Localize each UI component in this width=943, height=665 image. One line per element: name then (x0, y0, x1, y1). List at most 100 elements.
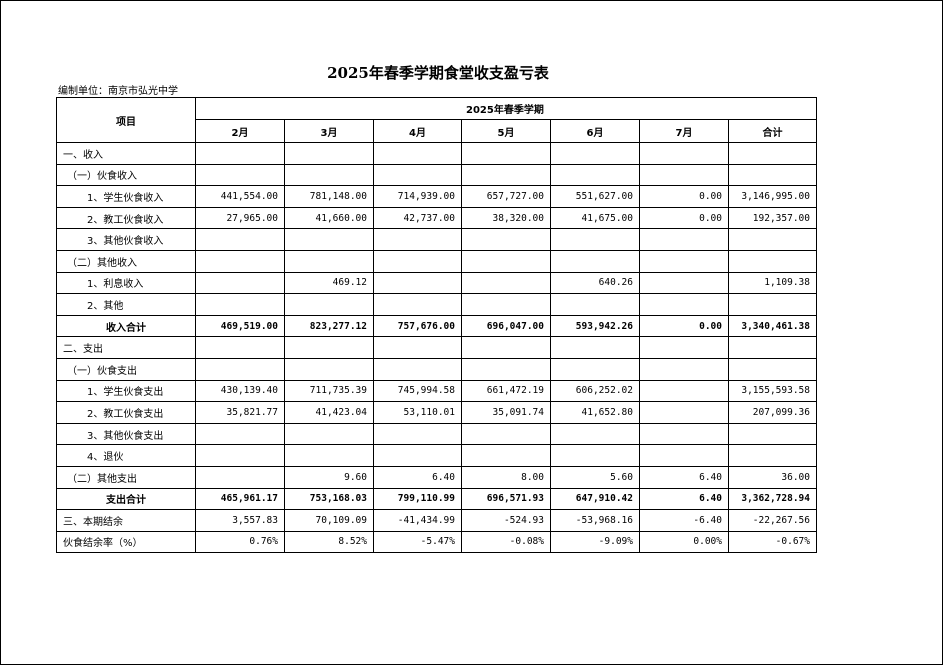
value-cell (284, 228, 374, 251)
value-cell: 9.60 (284, 465, 374, 489)
value-cell (461, 293, 551, 316)
row-label: 收入合计 (56, 314, 196, 338)
value-cell: 8.00 (461, 465, 551, 489)
table-row: （一）伙食支出 (56, 357, 817, 381)
value-cell (550, 142, 640, 165)
value-cell (639, 422, 729, 446)
value-cell: 696,047.00 (461, 314, 551, 338)
value-cell (195, 249, 285, 273)
row-label: 支出合计 (56, 487, 196, 511)
value-cell (373, 357, 462, 381)
value-cell (284, 357, 374, 381)
row-label: 二、支出 (56, 336, 196, 359)
value-cell (728, 293, 817, 316)
value-cell: 1,109.38 (728, 271, 817, 295)
value-cell (284, 336, 374, 359)
table-row: （二）其他收入 (56, 249, 817, 273)
value-cell: 38,320.00 (461, 206, 551, 230)
value-cell: 696,571.93 (461, 487, 551, 511)
value-cell: 745,994.58 (373, 379, 462, 403)
compiling-unit: 编制单位：南京市弘光中学 (58, 86, 178, 97)
value-cell: 0.00 (639, 206, 729, 230)
value-cell: 3,362,728.94 (728, 487, 817, 511)
value-cell (195, 228, 285, 251)
value-cell: -22,267.56 (728, 509, 817, 532)
value-cell (461, 249, 551, 273)
value-cell (195, 163, 285, 187)
row-label: （一）伙食收入 (56, 163, 196, 187)
value-cell (373, 293, 462, 316)
value-cell: 6.40 (373, 465, 462, 489)
row-label: （一）伙食支出 (56, 357, 196, 381)
value-cell (550, 336, 640, 359)
value-cell (284, 163, 374, 187)
value-cell: 606,252.02 (550, 379, 640, 403)
value-cell: 6.40 (639, 465, 729, 489)
row-label: 1、学生伙食收入 (56, 185, 196, 208)
value-cell: -6.40 (639, 509, 729, 532)
value-cell (195, 422, 285, 446)
value-cell (639, 444, 729, 467)
value-cell (373, 163, 462, 187)
value-cell: 3,340,461.38 (728, 314, 817, 338)
value-cell (195, 357, 285, 381)
value-cell: 3,146,995.00 (728, 185, 817, 208)
table-row: （二）其他支出 9.60 6.40 8.00 5.60 6.40 36.00 (56, 465, 817, 489)
value-cell: 469.12 (284, 271, 374, 295)
value-cell: 3,155,593.58 (728, 379, 817, 403)
value-cell: -5.47% (373, 530, 462, 554)
table-row: 1、利息收入 469.12 640.26 1,109.38 (56, 271, 817, 295)
value-cell (461, 163, 551, 187)
table-row: 3、其他伙食收入 (56, 228, 817, 251)
row-label: 4、退伙 (56, 444, 196, 467)
table-row: 1、学生伙食支出 430,139.40 711,735.39 745,994.58 66… (56, 379, 817, 403)
value-cell (728, 357, 817, 381)
value-cell (550, 422, 640, 446)
value-cell (373, 228, 462, 251)
report-title: 2025年春季学期食堂收支盈亏表 (327, 64, 549, 82)
table-row: （一）伙食收入 (56, 163, 817, 187)
row-label: 一、收入 (56, 142, 196, 165)
table-row: 2、教工伙食支出 35,821.77 41,423.04 53,110.01 35,09… (56, 401, 817, 424)
column-header: 6月 (550, 119, 640, 143)
value-cell (639, 163, 729, 187)
value-cell: 6.40 (639, 487, 729, 511)
table-row: 支出合计 465,961.17 753,168.03 799,110.99 696,57… (56, 487, 817, 511)
table-row: 2、其他 (56, 293, 817, 316)
table-row: 收入合计 469,519.00 823,277.12 757,676.00 696,04… (56, 314, 817, 338)
value-cell (728, 249, 817, 273)
value-cell (461, 444, 551, 467)
value-cell (639, 249, 729, 273)
value-cell (639, 271, 729, 295)
value-cell: 465,961.17 (195, 487, 285, 511)
value-cell (728, 142, 817, 165)
row-label: 2、教工伙食收入 (56, 206, 196, 230)
value-cell: 70,109.09 (284, 509, 374, 532)
value-cell: -0.67% (728, 530, 817, 554)
row-label: 2、教工伙食支出 (56, 401, 196, 424)
value-cell: -0.08% (461, 530, 551, 554)
value-cell (195, 271, 285, 295)
column-header: 合计 (728, 119, 817, 143)
value-cell (639, 379, 729, 403)
value-cell (373, 271, 462, 295)
value-cell (195, 293, 285, 316)
value-cell (550, 357, 640, 381)
value-cell: 714,939.00 (373, 185, 462, 208)
row-label: 2、其他 (56, 293, 196, 316)
value-cell (639, 357, 729, 381)
value-cell: 41,660.00 (284, 206, 374, 230)
column-header: 5月 (461, 119, 551, 143)
value-cell (373, 249, 462, 273)
value-cell: 3,557.83 (195, 509, 285, 532)
row-label: 1、学生伙食支出 (56, 379, 196, 403)
value-cell (550, 444, 640, 467)
row-label: 3、其他伙食收入 (56, 228, 196, 251)
value-cell (728, 228, 817, 251)
value-cell: 593,942.26 (550, 314, 640, 338)
value-cell (195, 142, 285, 165)
value-cell (461, 336, 551, 359)
value-cell (550, 163, 640, 187)
item-header: 项目 (56, 97, 196, 143)
row-label: 伙食结余率（%） (56, 530, 196, 554)
